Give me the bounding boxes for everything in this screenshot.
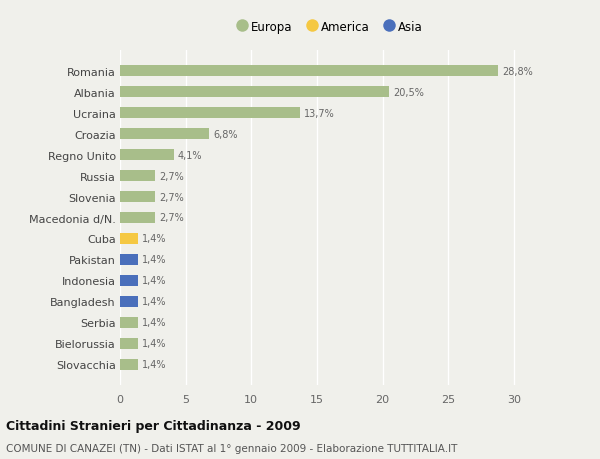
Bar	[120, 359, 139, 370]
Text: 6,8%: 6,8%	[213, 129, 238, 139]
Bar	[120, 129, 209, 140]
Text: 2,7%: 2,7%	[160, 213, 184, 223]
Text: Cittadini Stranieri per Cittadinanza - 2009: Cittadini Stranieri per Cittadinanza - 2…	[6, 419, 301, 432]
Bar	[120, 150, 174, 161]
Text: 1,4%: 1,4%	[142, 339, 167, 349]
Bar	[120, 191, 155, 203]
Text: 2,7%: 2,7%	[160, 171, 184, 181]
Text: 2,7%: 2,7%	[160, 192, 184, 202]
Legend: Europa, America, Asia: Europa, America, Asia	[232, 16, 428, 39]
Text: 1,4%: 1,4%	[142, 359, 167, 369]
Text: 1,4%: 1,4%	[142, 255, 167, 265]
Bar	[120, 66, 498, 77]
Bar	[120, 212, 155, 224]
Bar	[120, 107, 300, 119]
Bar	[120, 233, 139, 245]
Bar	[120, 87, 389, 98]
Text: 28,8%: 28,8%	[502, 67, 533, 77]
Bar	[120, 338, 139, 349]
Text: 13,7%: 13,7%	[304, 108, 335, 118]
Bar	[120, 254, 139, 266]
Text: 4,1%: 4,1%	[178, 150, 202, 160]
Text: 1,4%: 1,4%	[142, 297, 167, 307]
Bar	[120, 296, 139, 308]
Bar	[120, 317, 139, 329]
Bar	[120, 275, 139, 286]
Text: 1,4%: 1,4%	[142, 318, 167, 328]
Text: 20,5%: 20,5%	[393, 87, 424, 97]
Bar	[120, 170, 155, 182]
Text: 1,4%: 1,4%	[142, 276, 167, 286]
Text: COMUNE DI CANAZEI (TN) - Dati ISTAT al 1° gennaio 2009 - Elaborazione TUTTITALIA: COMUNE DI CANAZEI (TN) - Dati ISTAT al 1…	[6, 443, 457, 453]
Text: 1,4%: 1,4%	[142, 234, 167, 244]
